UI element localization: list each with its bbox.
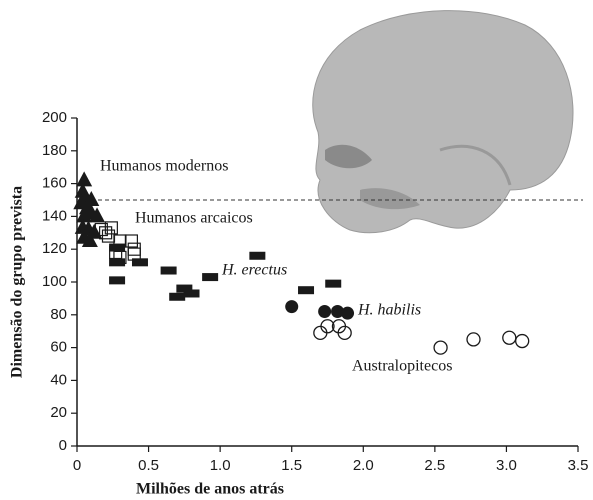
circle-point: [341, 307, 354, 320]
x-tick-label: 2.0: [353, 457, 374, 474]
y-tick-label: 200: [42, 109, 67, 126]
x-tick-label: 2.5: [424, 457, 445, 474]
series-label: Humanos modernos: [100, 158, 228, 175]
y-tick-label: 60: [50, 339, 67, 356]
open-circle-point: [467, 333, 480, 346]
rect-point: [298, 286, 314, 294]
series-label: Australopitecos: [352, 358, 452, 375]
skull-illustration: [313, 11, 573, 233]
circle-point: [318, 305, 331, 318]
y-tick-label: 140: [42, 207, 67, 224]
x-tick-label: 0: [73, 457, 81, 474]
rect-point: [109, 244, 125, 252]
y-tick-label: 0: [59, 437, 67, 454]
y-tick-label: 100: [42, 273, 67, 290]
rect-point: [109, 276, 125, 284]
x-tick-label: 1.0: [210, 457, 231, 474]
series-label: Humanos arcaicos: [135, 210, 253, 227]
open-circle-point: [503, 331, 516, 344]
rect-point: [109, 258, 125, 266]
rect-point: [202, 273, 218, 281]
rect-point: [184, 289, 200, 297]
y-tick-label: 80: [50, 306, 67, 323]
y-tick-label: 40: [50, 371, 67, 388]
square-point: [128, 243, 140, 255]
circle-point: [285, 300, 298, 313]
y-tick-label: 180: [42, 142, 67, 159]
chart: Milhões de anos atrás Dimensão do grupo …: [0, 0, 593, 500]
square-point: [125, 235, 137, 247]
series-label: H. erectus: [221, 262, 287, 279]
x-axis-title: Milhões de anos atrás: [136, 481, 284, 498]
y-tick-label: 160: [42, 175, 67, 192]
open-circle-point: [434, 341, 447, 354]
y-tick-label: 20: [50, 404, 67, 421]
y-tick-label: 120: [42, 240, 67, 257]
x-tick-label: 3.0: [496, 457, 517, 474]
rect-point: [169, 293, 185, 301]
x-tick-label: 3.5: [568, 457, 589, 474]
rect-point: [161, 267, 177, 275]
x-tick-label: 0.5: [138, 457, 159, 474]
rect-point: [132, 258, 148, 266]
y-axis-title: Dimensão do grupo prevista: [9, 186, 26, 378]
x-tick-label: 1.5: [281, 457, 302, 474]
series-label: H. habilis: [357, 302, 421, 319]
open-circle-point: [516, 335, 529, 348]
rect-point: [325, 280, 341, 288]
triangle-point: [76, 171, 92, 186]
rect-point: [249, 252, 265, 260]
